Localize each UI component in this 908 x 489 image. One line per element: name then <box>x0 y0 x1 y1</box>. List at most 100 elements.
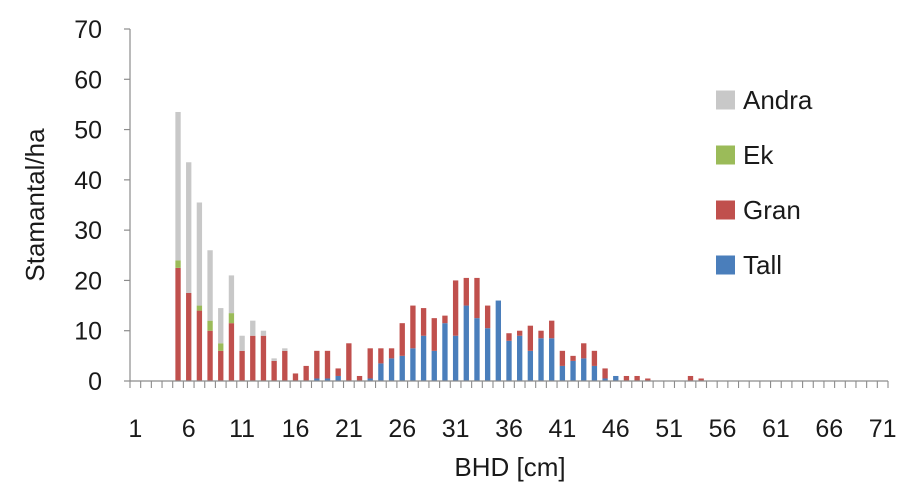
bar-segment-tall <box>591 365 598 381</box>
bar-segment-gran <box>463 277 469 306</box>
bar-segment-gran <box>559 350 566 366</box>
y-tick-label: 40 <box>74 167 102 195</box>
bar-segment-gran <box>517 330 523 336</box>
bar-segment-gran <box>602 368 608 379</box>
bar-segment-gran <box>623 375 630 381</box>
y-tick-label: 70 <box>74 16 102 44</box>
bar-segment-gran <box>591 350 598 366</box>
x-tick-label: 61 <box>762 415 790 443</box>
bar-segment-gran <box>314 350 320 379</box>
bar-segment-gran <box>399 323 405 356</box>
bar-segment-gran <box>282 350 288 381</box>
x-tick-label: 71 <box>869 415 897 443</box>
bar-segment-ek <box>175 260 181 268</box>
x-tick-label: 41 <box>548 415 576 443</box>
bar-segment-gran <box>186 293 192 381</box>
bar-segment-ek <box>207 320 213 331</box>
legend-label-ek: Ek <box>743 140 774 170</box>
bar-segment-gran <box>218 350 224 381</box>
bar-segment-gran <box>570 355 576 361</box>
bar-segment-tall <box>527 350 534 381</box>
x-tick-label: 6 <box>182 415 196 443</box>
x-tick-labels: 1 6 11 16 21 26 31 36 41 46 51 56 61 66 71 <box>128 415 896 443</box>
bar-segment-tall <box>442 323 448 381</box>
bar-segment-tall <box>474 318 480 381</box>
bar-segment-gran <box>367 348 373 379</box>
bar-segment-tall <box>506 340 512 381</box>
bar-segment-gran <box>292 373 299 381</box>
legend-swatch-gran <box>716 200 735 220</box>
bar-segment-gran <box>356 375 363 381</box>
bar-segment-gran <box>431 318 437 351</box>
bar-segment-gran <box>175 267 181 381</box>
bar-segment-tall <box>399 355 405 381</box>
bar-segment-gran <box>687 375 694 381</box>
y-tick-label: 0 <box>88 368 102 396</box>
bar-segment-tall <box>314 378 320 381</box>
bar-segment-gran <box>303 365 309 381</box>
bar-segment-andra <box>175 111 181 261</box>
bar-segment-andra <box>282 348 288 351</box>
bar-segment-gran <box>388 348 395 359</box>
bar-segment-gran <box>196 310 203 381</box>
bar-segment-gran <box>250 335 256 381</box>
bar-segment-tall <box>335 375 341 381</box>
bar-segment-tall <box>452 335 459 381</box>
y-tick-label: 50 <box>74 117 102 145</box>
bar-segment-gran <box>207 330 213 381</box>
bar-segment-tall <box>559 365 566 381</box>
y-tick-label: 10 <box>74 318 102 346</box>
x-tick-label: 16 <box>282 415 310 443</box>
x-tick-label: 46 <box>602 415 630 443</box>
bar-segment-tall <box>495 300 501 381</box>
bar-segment-tall <box>570 360 576 381</box>
y-tick-label: 60 <box>74 66 102 94</box>
bar-segment-ek <box>218 343 224 351</box>
x-tick-label: 1 <box>128 415 142 443</box>
bar-segment-gran <box>452 280 459 336</box>
x-tick-label: 21 <box>335 415 363 443</box>
bar-segment-andra <box>196 202 203 306</box>
bar-segment-gran <box>239 350 245 381</box>
x-tick-label: 36 <box>495 415 523 443</box>
bar-segment-tall <box>538 338 544 381</box>
bar-segment-gran <box>549 320 555 339</box>
legend-label-andra: Andra <box>743 85 813 115</box>
bar-segment-gran <box>346 343 352 381</box>
bar-segment-gran <box>581 343 587 359</box>
x-tick-label: 26 <box>388 415 416 443</box>
bar-segment-tall <box>581 358 587 381</box>
bar-segment-gran <box>324 350 331 379</box>
bar-segment-andra <box>218 308 224 344</box>
legend-swatch-tall <box>716 255 735 275</box>
bar-segment-gran <box>260 335 267 381</box>
bar-segment-tall <box>367 378 373 381</box>
bar-segment-gran <box>645 378 651 381</box>
bar-segment-tall <box>613 375 619 381</box>
y-tick-label: 30 <box>74 217 102 245</box>
legend: Andra Ek Gran Tall <box>716 85 813 280</box>
bar-segment-gran <box>506 333 512 341</box>
axes-layer <box>124 28 889 388</box>
x-axis-title: BHD [cm] <box>454 452 565 482</box>
y-tick-labels: 0 10 20 30 40 50 60 70 <box>74 16 102 396</box>
bar-segment-gran <box>228 323 235 381</box>
x-tick-label: 31 <box>442 415 470 443</box>
bar-segment-andra <box>260 330 267 336</box>
bar-segment-tall <box>602 378 608 381</box>
bar-segment-tall <box>378 363 384 381</box>
bar-segment-gran <box>484 305 491 329</box>
bar-segment-tall <box>324 378 331 381</box>
bar-segment-ek <box>228 313 235 324</box>
bar-segment-ek <box>196 305 203 311</box>
legend-label-gran: Gran <box>743 195 801 225</box>
legend-label-tall: Tall <box>743 250 782 280</box>
bar-segment-andra <box>228 275 235 314</box>
bar-segment-gran <box>538 330 544 339</box>
bar-segment-gran <box>420 308 427 336</box>
bar-segment-gran <box>335 368 341 376</box>
bar-segment-tall <box>431 350 437 381</box>
x-tick-label: 11 <box>229 415 255 443</box>
